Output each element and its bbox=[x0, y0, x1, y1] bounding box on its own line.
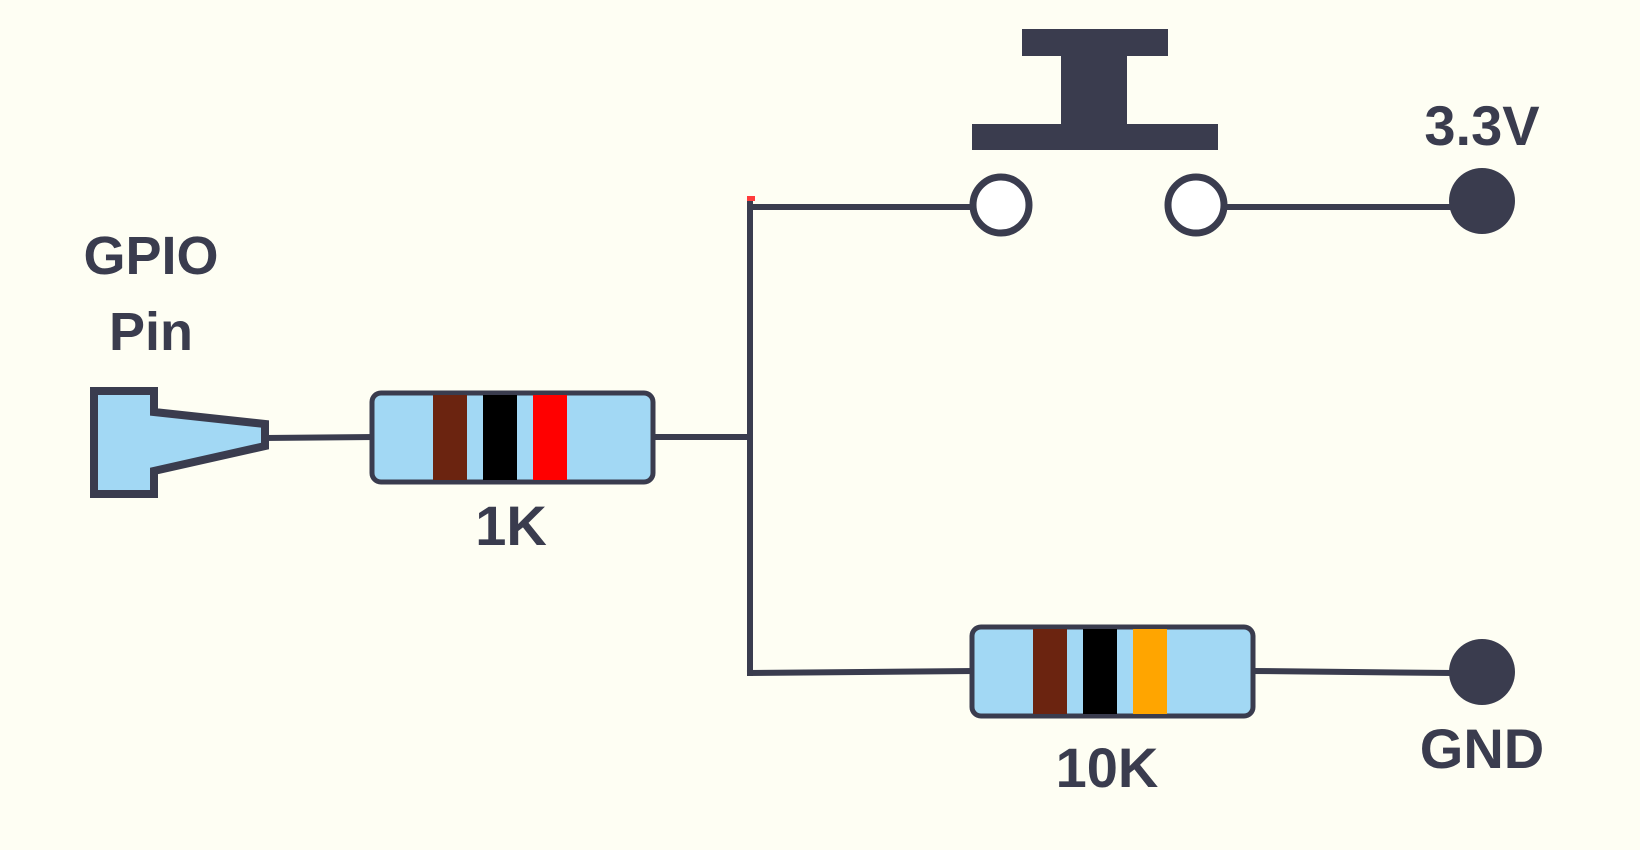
wire-junction-to-10k bbox=[746, 667, 976, 677]
resistor-10k bbox=[969, 624, 1256, 719]
gpio-pin-shape bbox=[90, 387, 269, 498]
power-label: 3.3V bbox=[1424, 94, 1539, 157]
wire-gpio-to-1k bbox=[261, 433, 376, 442]
power-terminal bbox=[1449, 168, 1515, 234]
resistor-1k bbox=[369, 390, 656, 485]
resistor-10k-label: 10K bbox=[1056, 736, 1159, 799]
gpio-label-line1: GPIO bbox=[83, 226, 218, 286]
resistor-1k-band-red bbox=[533, 395, 567, 480]
junction-marker bbox=[747, 196, 755, 201]
ground-label: GND bbox=[1420, 717, 1544, 780]
wire-10k-to-gnd bbox=[1249, 667, 1454, 677]
resistor-10k-band-black bbox=[1083, 629, 1117, 714]
gpio-label-line2: Pin bbox=[109, 302, 193, 362]
resistor-1k-band-brown bbox=[433, 395, 467, 480]
switch-actuator-bar bbox=[972, 124, 1218, 150]
wires bbox=[261, 200, 1454, 677]
switch-button-stem bbox=[1061, 54, 1127, 126]
resistor-1k-band-black bbox=[483, 395, 517, 480]
resistor-10k-band-orange bbox=[1133, 629, 1167, 714]
switch-button-cap bbox=[1022, 29, 1168, 56]
push-button-switch bbox=[969, 29, 1228, 237]
ground-terminal bbox=[1449, 639, 1515, 705]
gpio-pin-connector bbox=[90, 387, 269, 498]
switch-contact-right bbox=[1164, 173, 1228, 237]
resistor-1k-label: 1K bbox=[475, 494, 547, 557]
switch-contact-left bbox=[969, 173, 1033, 237]
resistor-10k-band-brown bbox=[1033, 629, 1067, 714]
